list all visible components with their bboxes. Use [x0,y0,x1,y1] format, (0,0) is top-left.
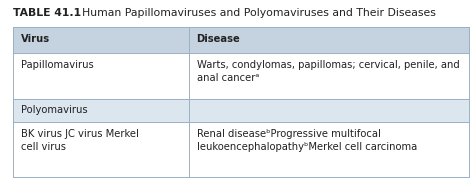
Text: Human Papillomaviruses and Polyomaviruses and Their Diseases: Human Papillomaviruses and Polyomaviruse… [75,8,436,18]
Bar [13,27,469,53]
Text: Polyomavirus: Polyomavirus [21,106,88,115]
Text: Virus: Virus [21,33,50,43]
Text: Papillomavirus: Papillomavirus [21,60,94,70]
Text: TABLE 41.1: TABLE 41.1 [13,8,81,18]
Bar [13,99,469,122]
Bar [13,53,469,99]
Bar [13,122,469,177]
Text: BK virus JC virus Merkel
cell virus: BK virus JC virus Merkel cell virus [21,129,139,152]
Text: Disease: Disease [197,33,240,43]
Text: Renal diseaseᵇProgressive multifocal
leukoencephalopathyᵇMerkel cell carcinoma: Renal diseaseᵇProgressive multifocal leu… [197,129,417,152]
Text: Warts, condylomas, papillomas; cervical, penile, and
anal cancerᵃ: Warts, condylomas, papillomas; cervical,… [197,60,459,83]
